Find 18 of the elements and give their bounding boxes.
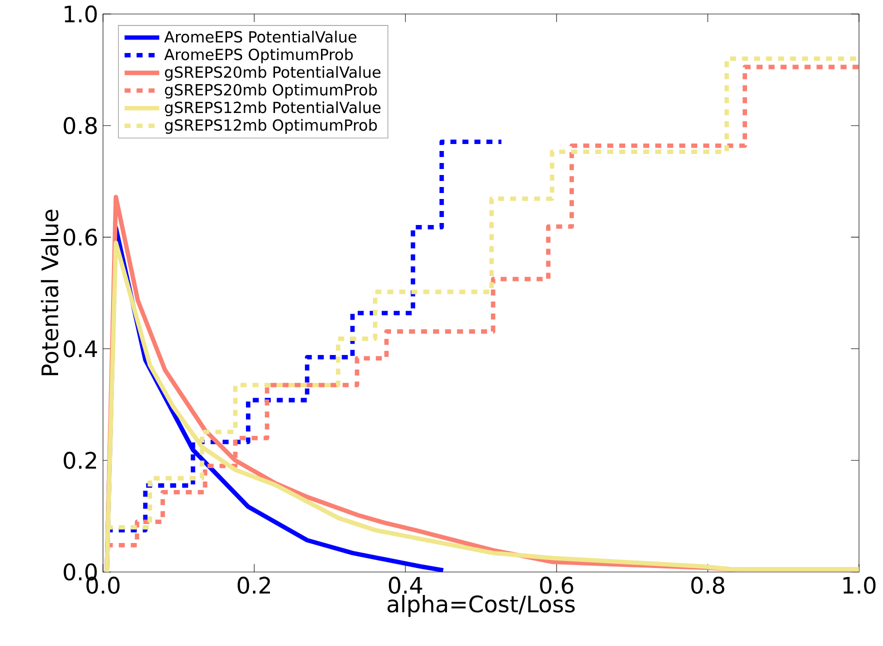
y-tick-label: 0.2 <box>64 452 96 469</box>
legend-label: gSREPS12mb OptimumProb <box>164 119 377 134</box>
legend-label: gSREPS12mb PotentialValue <box>164 101 380 116</box>
y-tick-label: 0.6 <box>64 228 97 246</box>
x-tick-label: 1.0 <box>843 576 876 594</box>
x-tick-label: 0.6 <box>540 576 574 594</box>
y-tick-label: 0.8 <box>64 117 97 134</box>
legend-label: gSREPS20mb PotentialValue <box>164 66 380 81</box>
y-tick-label: 0.4 <box>64 340 98 358</box>
y-tick-label: 1.0 <box>64 5 97 23</box>
y-axis-title: Potential Value <box>40 210 58 376</box>
legend-label: AromeEPS OptimumProb <box>164 48 353 64</box>
x-axis-title: alpha=Cost/Loss <box>388 594 575 617</box>
legend-label: AromeEPS PotentialValue <box>164 30 356 43</box>
x-tick-label: 0.4 <box>388 576 422 594</box>
legend-label: gSREPS20mb OptimumProb <box>164 84 377 99</box>
x-tick-label: 0.2 <box>238 576 270 594</box>
x-tick-label: 0.8 <box>691 576 724 594</box>
